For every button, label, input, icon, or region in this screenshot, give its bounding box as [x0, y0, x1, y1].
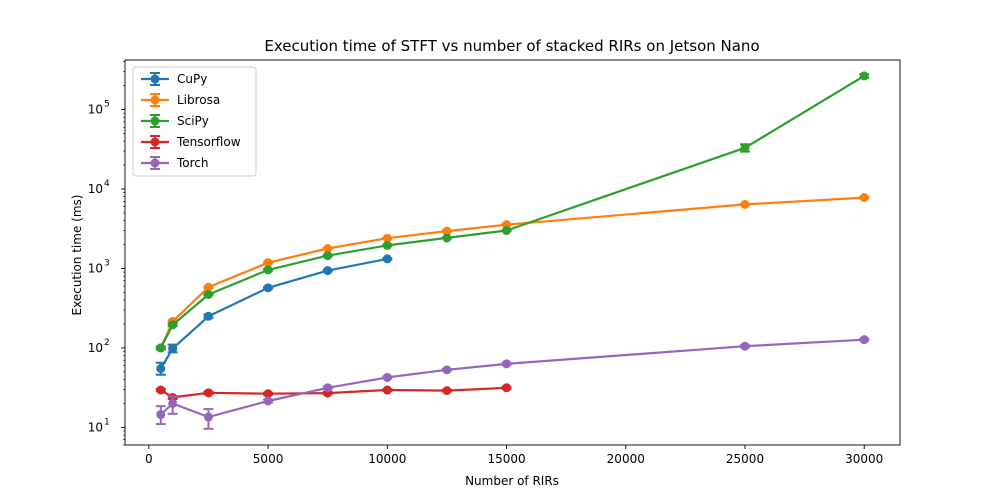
legend-marker — [150, 95, 160, 105]
legend-label: Torch — [176, 156, 209, 170]
data-point — [263, 283, 273, 293]
data-point — [168, 398, 178, 408]
y-tick-label-exponent: 1 — [104, 417, 110, 427]
axes-frame — [124, 59, 901, 446]
data-point — [442, 226, 452, 236]
data-point — [859, 193, 869, 203]
legend-label: Librosa — [177, 93, 220, 107]
data-point — [502, 359, 512, 369]
data-point — [502, 226, 512, 236]
series-torch — [155, 335, 870, 430]
data-point — [168, 320, 178, 330]
data-point — [156, 385, 166, 395]
data-point — [382, 233, 392, 243]
legend-marker — [150, 158, 160, 168]
data-point — [442, 365, 452, 375]
legend: CuPy Librosa SciPy Tensorflow Torch — [132, 66, 257, 177]
legend-item-scipy: SciPy — [141, 114, 209, 128]
data-point — [156, 343, 166, 353]
data-point — [859, 71, 869, 81]
legend-marker — [150, 137, 160, 147]
legend-item-tensorflow: Tensorflow — [141, 135, 241, 149]
legend-item-torch: Torch — [141, 156, 209, 170]
data-point — [740, 341, 750, 351]
x-tick-label: 10000 — [368, 452, 406, 466]
legend-marker — [150, 116, 160, 126]
legend-item-cupy: CuPy — [141, 72, 207, 86]
legend-label: SciPy — [177, 114, 209, 128]
y-tick-label-exponent: 3 — [104, 258, 110, 268]
y-tick-label-exponent: 4 — [104, 179, 110, 189]
data-point — [323, 383, 333, 393]
data-point — [740, 199, 750, 209]
data-point — [203, 412, 213, 422]
data-point — [382, 385, 392, 395]
data-point — [382, 372, 392, 382]
data-point — [323, 266, 333, 276]
data-point — [740, 143, 750, 153]
data-point — [156, 410, 166, 420]
data-point — [156, 364, 166, 374]
series-line — [159, 74, 865, 349]
y-tick-label: 10 — [88, 420, 103, 434]
chart-title: Execution time of STFT vs number of stac… — [264, 37, 759, 55]
data-point — [263, 389, 273, 399]
series-scipy — [155, 71, 870, 353]
data-point — [203, 290, 213, 300]
data-point — [203, 311, 213, 321]
legend-box — [132, 66, 257, 177]
legend-label: Tensorflow — [176, 135, 241, 149]
data-point — [203, 282, 213, 292]
series-cupy — [155, 254, 393, 376]
data-point — [263, 396, 273, 406]
y-axis-label: Execution time (ms) — [70, 195, 84, 316]
data-point — [323, 251, 333, 261]
x-tick-label: 15000 — [487, 452, 525, 466]
data-point — [442, 233, 452, 243]
x-tick-label: 0 — [145, 452, 153, 466]
data-point — [382, 240, 392, 250]
data-point — [442, 386, 452, 396]
legend-label: CuPy — [177, 72, 207, 86]
data-point — [203, 388, 213, 398]
y-tick-label: 10 — [88, 341, 103, 355]
x-tick-label: 5000 — [253, 452, 284, 466]
data-point — [168, 344, 178, 354]
y-tick-label: 10 — [88, 103, 103, 117]
data-point — [263, 258, 273, 268]
x-axis-label: Number of RIRs — [465, 474, 559, 488]
y-tick-label: 10 — [88, 261, 103, 275]
data-point — [859, 335, 869, 345]
data-point — [323, 244, 333, 254]
data-point — [502, 383, 512, 393]
y-tick-label-exponent: 2 — [104, 338, 110, 348]
series-line — [160, 338, 865, 419]
data-point — [382, 254, 392, 264]
series-line — [159, 196, 865, 349]
x-tick-label: 25000 — [726, 452, 764, 466]
y-tick-label-exponent: 5 — [104, 100, 110, 110]
legend-marker — [150, 74, 160, 84]
y-tick-label: 10 — [88, 182, 103, 196]
data-point — [263, 265, 273, 275]
x-tick-label: 20000 — [607, 452, 645, 466]
x-tick-label: 30000 — [845, 452, 883, 466]
legend-item-librosa: Librosa — [141, 93, 220, 107]
